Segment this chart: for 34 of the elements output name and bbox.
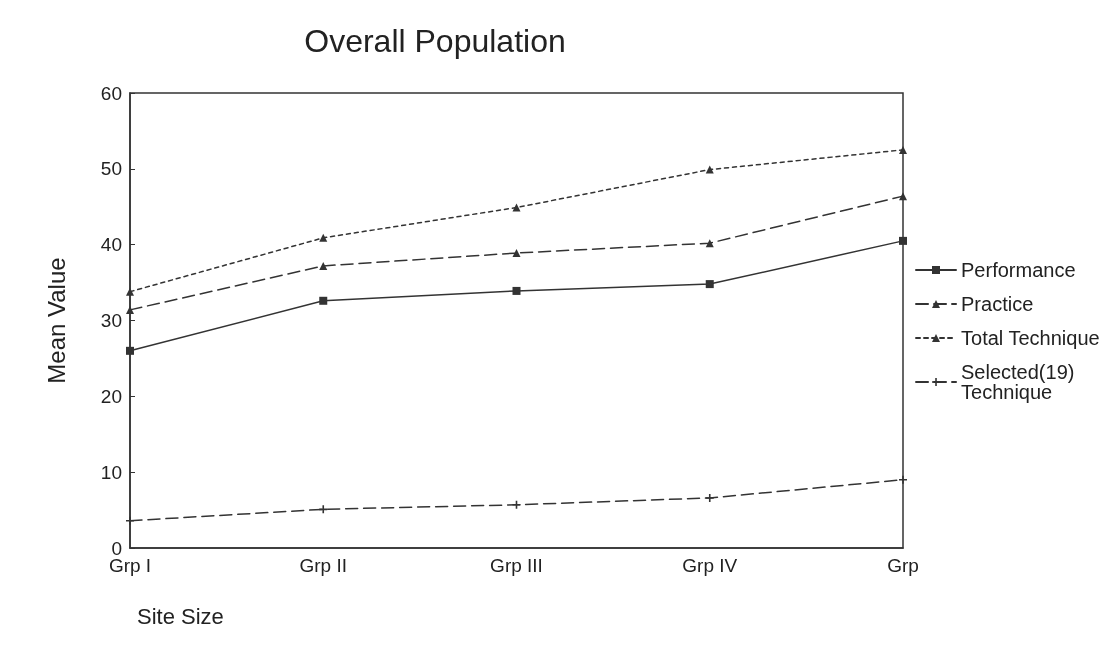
point bbox=[512, 286, 521, 295]
point bbox=[899, 145, 907, 154]
y-axis-title: Mean Value bbox=[42, 257, 70, 384]
point bbox=[899, 475, 907, 484]
point bbox=[899, 236, 907, 245]
point bbox=[319, 505, 328, 514]
x-tick-label: Grp II bbox=[299, 555, 348, 576]
y-tick-label: 60 bbox=[100, 82, 122, 104]
legend-label: Practice bbox=[961, 293, 1034, 315]
x-axis-title: Site Size bbox=[137, 603, 224, 629]
legend-label: Performance bbox=[961, 259, 1076, 281]
x-tick-label: Grp bbox=[887, 555, 919, 576]
chart-title: Overall Population bbox=[304, 23, 566, 59]
point bbox=[126, 516, 134, 525]
point bbox=[126, 346, 134, 355]
y-tick-label: 10 bbox=[100, 461, 122, 483]
point bbox=[512, 500, 521, 509]
point bbox=[319, 261, 328, 270]
point bbox=[899, 192, 907, 201]
point bbox=[319, 233, 328, 242]
y-tick-label: 50 bbox=[100, 158, 122, 180]
x-tick-label: Grp IV bbox=[682, 555, 738, 576]
point bbox=[512, 249, 521, 258]
point bbox=[512, 203, 521, 212]
point bbox=[319, 296, 328, 305]
y-tick-label: 40 bbox=[100, 234, 122, 256]
x-tick-label: Grp III bbox=[490, 555, 543, 576]
point bbox=[705, 493, 714, 502]
y-tick-label: 20 bbox=[100, 385, 122, 407]
point bbox=[705, 280, 714, 289]
legend-label: Total Technique bbox=[961, 327, 1100, 349]
point bbox=[705, 165, 714, 174]
y-tick-label: 30 bbox=[100, 310, 122, 331]
legend-label: Selected(19) Technique bbox=[961, 361, 1080, 403]
